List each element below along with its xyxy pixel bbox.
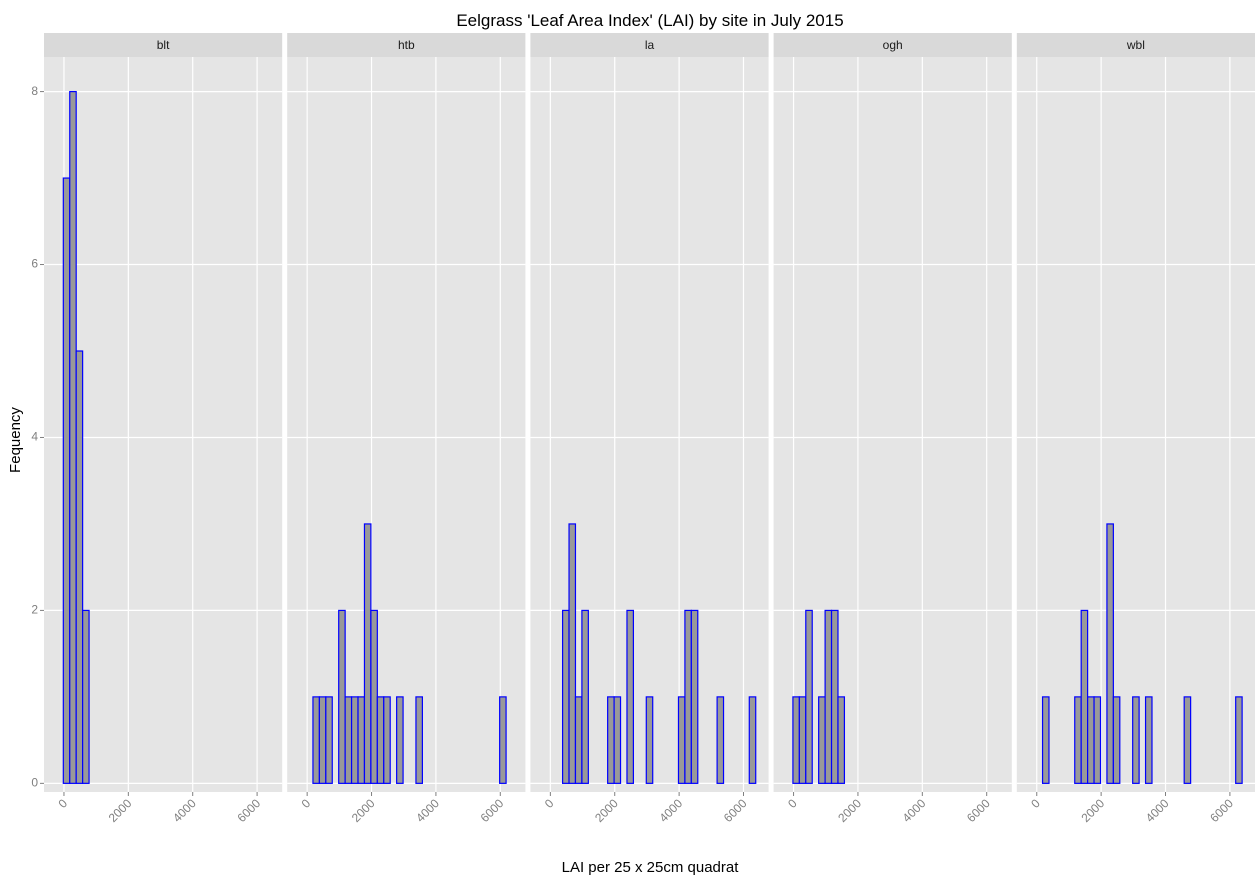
histogram-bar bbox=[607, 696, 615, 784]
x-tick-label: 6000 bbox=[964, 796, 993, 825]
histogram-bar bbox=[837, 696, 846, 784]
facet: htb 0 2000 4000 6000 bbox=[287, 33, 526, 825]
x-tick-label: 6000 bbox=[721, 796, 750, 825]
x-tick-label: 4000 bbox=[900, 796, 929, 825]
histogram-bar bbox=[82, 609, 90, 784]
x-tick-label: 2000 bbox=[349, 796, 378, 825]
histogram-bar bbox=[645, 696, 654, 784]
histogram-bar bbox=[824, 609, 833, 784]
histogram-bar bbox=[1106, 523, 1114, 784]
strip-label: wbl bbox=[1126, 38, 1145, 52]
histogram-bar bbox=[677, 696, 686, 784]
x-tick-label: 6000 bbox=[478, 796, 507, 825]
histogram-bar bbox=[62, 177, 71, 784]
x-tick-label: 2000 bbox=[592, 796, 621, 825]
histogram-bar bbox=[792, 696, 800, 784]
histogram-bar bbox=[344, 696, 353, 784]
histogram-bar bbox=[69, 90, 77, 784]
x-tick-label: 4000 bbox=[1143, 796, 1172, 825]
x-tick-label: 2000 bbox=[106, 796, 135, 825]
histogram-bar bbox=[370, 609, 378, 784]
facet: ogh 0 2000 4000 6000 bbox=[773, 33, 1012, 825]
histogram-bar bbox=[798, 696, 807, 784]
histogram-bar bbox=[415, 696, 423, 784]
y-tick-label: 4 bbox=[31, 430, 38, 444]
histogram-bar bbox=[325, 696, 333, 784]
histogram-bar bbox=[805, 609, 813, 784]
histogram-bar bbox=[383, 696, 391, 784]
facet: blt 0 2000 4000 6000 bbox=[44, 33, 283, 825]
histogram-bar bbox=[499, 696, 507, 784]
histogram-bar bbox=[1183, 696, 1192, 784]
strip-background bbox=[773, 33, 1012, 57]
y-axis-title: Fequency bbox=[7, 407, 24, 473]
histogram-bar bbox=[338, 609, 346, 784]
histogram-bar bbox=[613, 696, 622, 784]
histogram-bar bbox=[748, 696, 757, 784]
histogram-bar bbox=[684, 609, 692, 784]
histogram-bar bbox=[561, 609, 570, 784]
x-tick-label: 0 bbox=[55, 796, 70, 811]
chart-title: Eelgrass 'Leaf Area Index' (LAI) by site… bbox=[456, 11, 843, 30]
panel-background bbox=[1016, 57, 1255, 792]
histogram-bar bbox=[568, 523, 577, 784]
histogram-bar bbox=[581, 609, 589, 784]
strip-background bbox=[1016, 33, 1255, 57]
x-tick-label: 6000 bbox=[1207, 796, 1236, 825]
x-tick-label: 4000 bbox=[413, 796, 442, 825]
strip-label: blt bbox=[157, 38, 170, 52]
histogram-bar bbox=[1087, 696, 1095, 784]
strip-background bbox=[530, 33, 769, 57]
facet: wbl 0 2000 4000 6000 bbox=[1016, 33, 1255, 825]
y-tick-label: 0 bbox=[31, 776, 38, 790]
histogram-bar bbox=[1132, 696, 1140, 784]
x-axis-title: LAI per 25 x 25cm quadrat bbox=[562, 859, 740, 876]
histogram-bar bbox=[1235, 696, 1243, 784]
histogram-bar bbox=[626, 609, 635, 784]
histogram-bar bbox=[1080, 609, 1089, 784]
histogram-bar bbox=[830, 609, 839, 784]
histogram-bar bbox=[350, 696, 359, 784]
panel-background bbox=[287, 57, 526, 792]
x-tick-label: 0 bbox=[1028, 796, 1043, 811]
strip-background bbox=[44, 33, 283, 57]
x-tick-label: 4000 bbox=[170, 796, 199, 825]
histogram-bar bbox=[1112, 696, 1121, 784]
x-tick-label: 0 bbox=[542, 796, 557, 811]
panel-background bbox=[773, 57, 1012, 792]
x-tick-label: 2000 bbox=[1078, 796, 1107, 825]
y-tick-label: 8 bbox=[31, 84, 38, 98]
x-tick-label: 4000 bbox=[656, 796, 685, 825]
histogram-bar bbox=[1074, 696, 1082, 784]
x-tick-label: 6000 bbox=[234, 796, 263, 825]
histogram-bar bbox=[1041, 696, 1050, 784]
histogram-bar bbox=[318, 696, 327, 784]
histogram-bar bbox=[716, 696, 725, 784]
histogram-bar bbox=[357, 696, 366, 784]
histogram-bar bbox=[1093, 696, 1102, 784]
y-tick-label: 2 bbox=[31, 603, 38, 617]
facet: la 0 2000 4000 6000 bbox=[530, 33, 769, 825]
y-tick-label: 6 bbox=[31, 257, 38, 271]
histogram-bar bbox=[690, 609, 699, 784]
histogram-bar bbox=[75, 350, 84, 784]
histogram-bar bbox=[396, 696, 404, 784]
histogram-bar bbox=[1144, 696, 1153, 784]
x-tick-label: 2000 bbox=[835, 796, 864, 825]
histogram-bar bbox=[363, 523, 372, 784]
histogram-bar bbox=[312, 696, 320, 784]
strip-label: ogh bbox=[883, 38, 903, 52]
histogram-bar bbox=[376, 696, 385, 784]
strip-background bbox=[287, 33, 526, 57]
strip-label: htb bbox=[398, 38, 415, 52]
x-tick-label: 0 bbox=[299, 796, 314, 811]
histogram-bar bbox=[818, 696, 826, 784]
histogram-bar bbox=[574, 696, 583, 784]
x-tick-label: 0 bbox=[785, 796, 800, 811]
strip-label: la bbox=[645, 38, 655, 52]
